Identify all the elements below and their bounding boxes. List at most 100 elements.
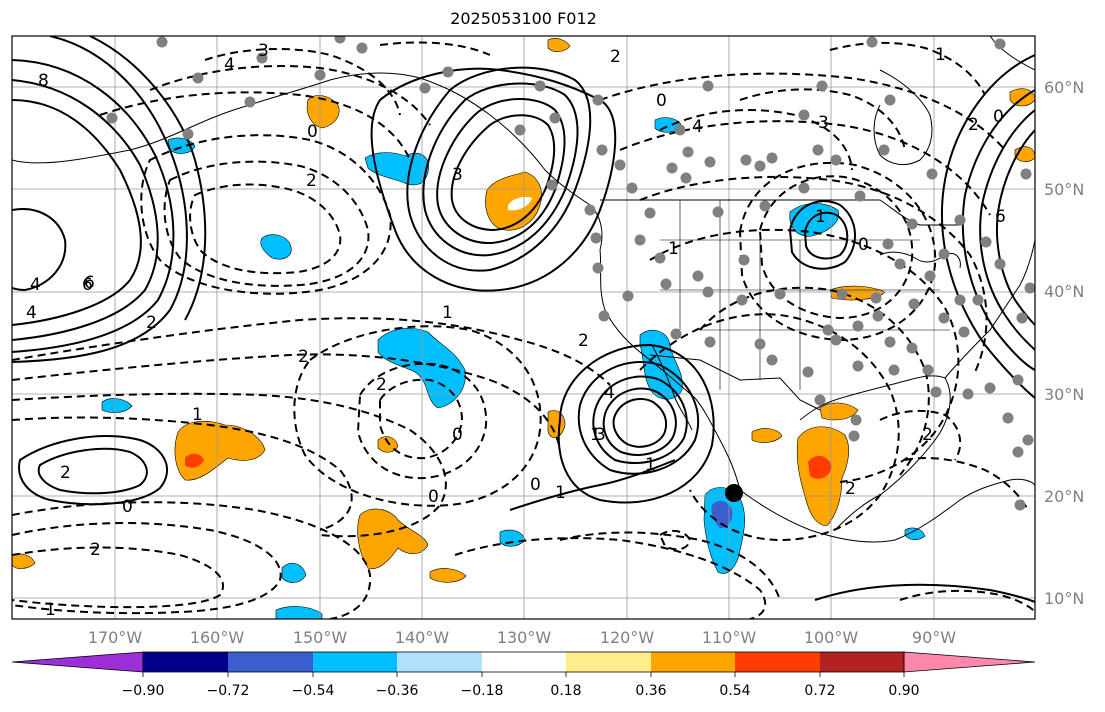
map-background	[12, 36, 1035, 619]
contours	[12, 36, 1035, 619]
colorbar-segment	[735, 652, 820, 672]
colorbar-segment	[566, 652, 651, 672]
colorbar	[11, 651, 1036, 677]
shade-white-hole	[508, 196, 532, 211]
lat-label: 30°N	[1044, 385, 1085, 404]
contour-label: 1	[935, 45, 946, 65]
shade-red-mexico	[808, 455, 832, 479]
contour-label: 3	[595, 425, 606, 445]
contour-label: 6	[82, 275, 93, 295]
map-frame	[11, 35, 1036, 620]
contour-label: 3	[258, 41, 269, 61]
colorbar-segment	[313, 652, 397, 672]
colorbar-segment	[397, 652, 482, 672]
coastline-greenland-edge	[989, 36, 1035, 71]
contour-label: 0	[428, 487, 439, 507]
highlight-station	[725, 484, 743, 502]
colorbar-outline	[142, 651, 905, 673]
contour-label: 3	[818, 113, 829, 133]
colorbar-segment	[651, 652, 735, 672]
shade-blue-central-am	[904, 527, 926, 540]
contour-label: 2	[845, 479, 856, 499]
figure-title: 2025053100 F012	[450, 9, 597, 28]
shade-darkblue-mexico	[711, 500, 733, 528]
colorbar-tick-label: −0.18	[460, 683, 504, 699]
lat-label: 50°N	[1044, 180, 1085, 199]
contour-label: 4	[224, 55, 235, 75]
contour-label: 0	[452, 425, 463, 445]
colorbar-tick-label: −0.36	[375, 683, 419, 699]
shade-red-hawaii	[185, 453, 204, 468]
contour-label: 1	[668, 239, 679, 259]
contour-label: 0	[858, 235, 869, 255]
contour-label: 2	[610, 47, 621, 67]
contour-label: 2	[578, 331, 589, 351]
shade-blue-hawaii-w	[101, 398, 133, 413]
shade-orange-mexico-w	[751, 428, 783, 443]
lon-label: 140°W	[394, 628, 450, 647]
contour-label: 2	[90, 540, 101, 560]
contour-label: 1	[45, 600, 56, 620]
shade-blue-south-1	[281, 562, 307, 583]
shade-blue-pac-mid	[260, 234, 292, 260]
lon-label: 160°W	[189, 628, 245, 647]
colorbar-left-arrow	[11, 651, 144, 673]
contour-label: 0	[307, 122, 318, 142]
contour-label: 0	[993, 107, 1004, 127]
coastline-central-america	[739, 478, 1035, 543]
contour-label: 4	[604, 383, 615, 403]
lon-label: 110°W	[701, 628, 757, 647]
contour-label: 4	[30, 275, 41, 295]
contour-label: 1	[645, 455, 656, 475]
shade-orange-small-1	[377, 436, 399, 453]
lat-label: 40°N	[1044, 282, 1085, 301]
coastline-west-us	[599, 249, 741, 491]
colorbar-segment	[228, 652, 313, 672]
contour-label: 2	[968, 115, 979, 135]
lon-label: 90°W	[911, 628, 957, 647]
lat-label: 10°N	[1044, 589, 1085, 608]
contour-label: 6	[84, 273, 95, 293]
colorbar-tick-label: 0.18	[550, 683, 582, 699]
colorbar-tick-label: −0.90	[121, 683, 165, 699]
colorbar-segment	[482, 652, 566, 672]
shade-orange-south-2	[429, 568, 467, 583]
lon-label: 100°W	[803, 628, 859, 647]
colorbar-segment	[820, 652, 904, 672]
colorbar-tick-label: 0.54	[719, 683, 751, 699]
colorbar-right-arrow	[903, 651, 1036, 673]
contour-label: 0	[122, 497, 133, 517]
shade-orange-top	[547, 38, 571, 52]
contour-labels: 8 6 4 2 1 0 2 4 3 1 0 2 4 1 2 0 1 0 2 1 …	[26, 41, 1006, 620]
border-us-canada	[600, 199, 960, 226]
colorbar-tick-label: 0.72	[804, 683, 836, 699]
lat-label: 60°N	[1044, 78, 1085, 97]
colorbar-tick-label: −0.54	[291, 683, 335, 699]
lon-label: 130°W	[496, 628, 552, 647]
shade-orange-sw-corner	[12, 553, 36, 569]
contour-label: 6	[995, 207, 1006, 227]
coastline-hudson-bay	[873, 69, 933, 166]
shade-orange-alaska	[306, 95, 340, 129]
shade-blue-south-2	[275, 606, 323, 619]
colorbar-segment	[143, 652, 228, 672]
contour-label: 0	[530, 475, 541, 495]
lat-label: 20°N	[1044, 487, 1085, 506]
contour-label: 1	[442, 303, 453, 323]
contour-label: 1	[590, 425, 601, 445]
coastline-great-lakes	[879, 251, 961, 269]
colorbar-tick-label: −0.72	[206, 683, 250, 699]
solid-contours	[12, 36, 1035, 603]
contour-label: 0	[656, 91, 667, 111]
anomaly-shading	[12, 38, 1035, 619]
lon-label: 170°W	[87, 628, 143, 647]
contour-label: 4	[692, 117, 703, 137]
contour-label: 2	[298, 347, 309, 367]
contour-label: 2	[60, 463, 71, 483]
contour-label: 2	[306, 171, 317, 191]
contour-label: 1	[555, 483, 566, 503]
lon-label: 150°W	[292, 628, 348, 647]
contour-label: 4	[26, 303, 37, 323]
station-markers	[106, 36, 1035, 511]
